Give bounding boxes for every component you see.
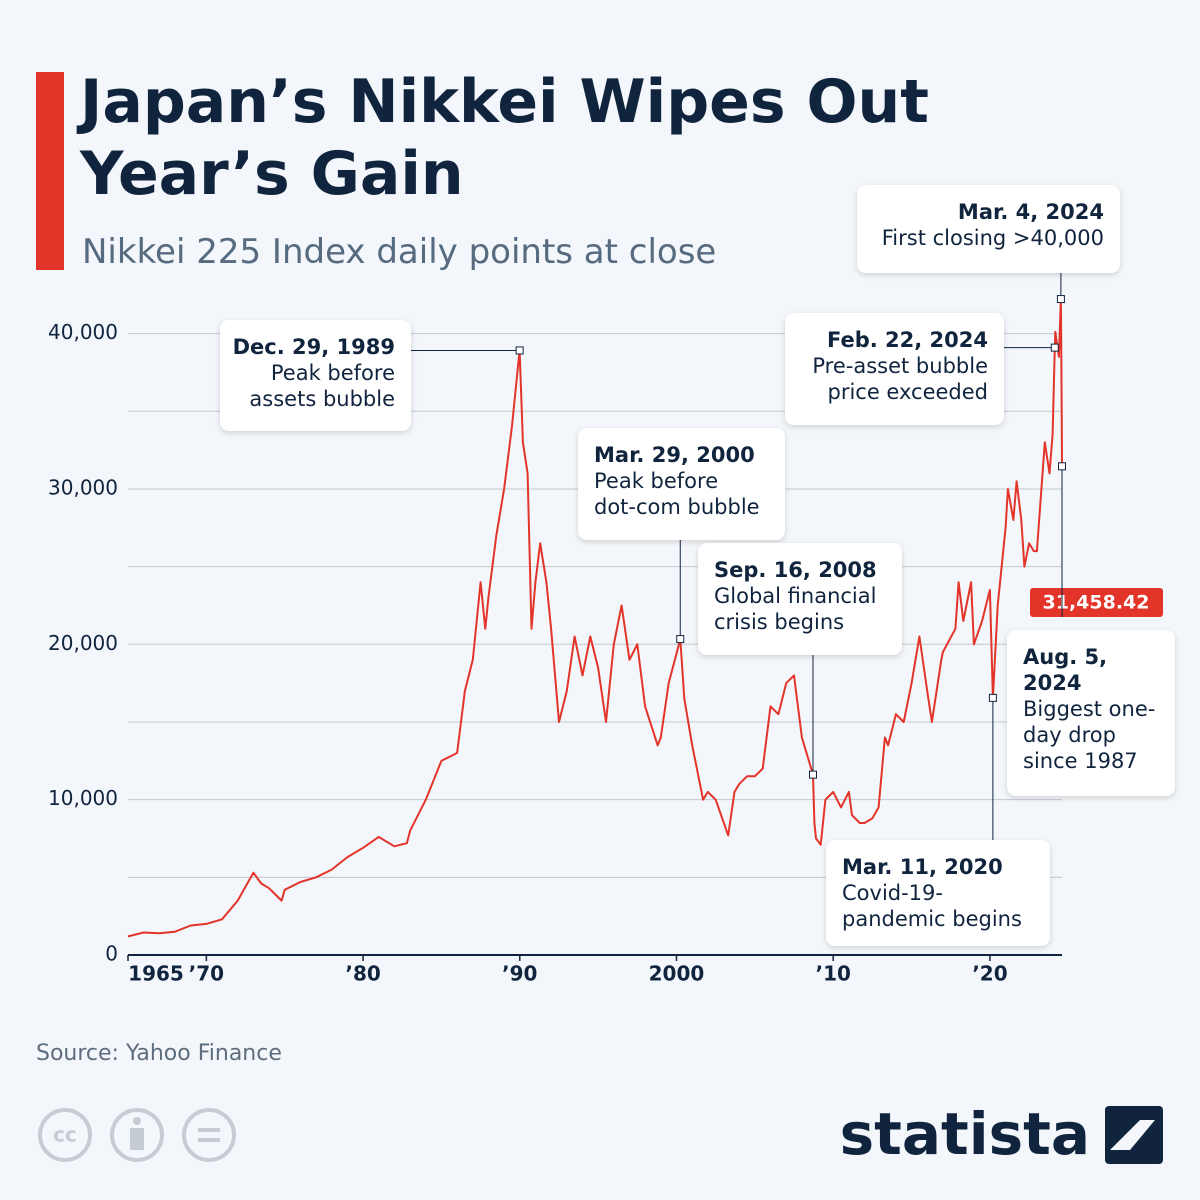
annotation-text: Peak before — [594, 469, 718, 493]
annotation-text: First closing >40,000 — [882, 226, 1104, 250]
annotation-text: Covid-19- — [842, 881, 943, 905]
annotation-text: assets bubble — [249, 387, 395, 411]
annotation-point — [988, 693, 997, 702]
annotation-point — [515, 346, 524, 355]
license-cc: cc — [53, 1123, 77, 1147]
y-tick-label: 10,000 — [48, 786, 118, 810]
annotation-date: Mar. 11, 2020 — [842, 855, 1003, 879]
annotation-date: Mar. 29, 2000 — [594, 443, 755, 467]
x-tick-label: ’90 — [502, 962, 537, 986]
x-tick-label: 2000 — [649, 962, 705, 986]
annotation-text: dot-com bubble — [594, 495, 760, 519]
y-tick-label: 30,000 — [48, 475, 118, 499]
annotation-box — [785, 313, 1004, 425]
annotation-box — [1007, 630, 1175, 796]
logo: statista — [840, 1100, 1090, 1168]
annotation-text: pandemic begins — [842, 907, 1022, 931]
annotation-date: Dec. 29, 1989 — [233, 335, 395, 359]
last-value-label: 31,458.42 — [1043, 592, 1150, 614]
annotation-date: Mar. 4, 2024 — [958, 200, 1104, 224]
annotation-text: since 1987 — [1023, 749, 1138, 773]
x-tick-label: ’70 — [189, 962, 224, 986]
annotation-point — [676, 635, 685, 644]
title-bar — [36, 72, 64, 270]
annotation-box — [826, 840, 1050, 946]
annotation-date: Feb. 22, 2024 — [827, 328, 988, 352]
annotation-point — [1058, 462, 1066, 471]
logo-icon — [1105, 1106, 1163, 1164]
annotation-text: Global financial — [714, 584, 876, 608]
chart-subtitle: Nikkei 225 Index daily points at close — [82, 232, 717, 272]
source: Source: Yahoo Finance — [36, 1041, 282, 1066]
x-tick-label: ’20 — [972, 962, 1007, 986]
annotation-text: price exceeded — [827, 380, 988, 404]
x-tick-label: ’80 — [345, 962, 380, 986]
y-tick-label: 40,000 — [48, 320, 118, 344]
annotation-text: Peak before — [271, 361, 395, 385]
annotation-text: day drop — [1023, 723, 1116, 747]
annotation-point — [1056, 295, 1065, 304]
annotation-date: Sep. 16, 2008 — [714, 558, 877, 582]
y-tick-label: 20,000 — [48, 631, 118, 655]
annotation-box — [698, 543, 902, 655]
x-tick-label: ’10 — [815, 962, 850, 986]
line — [127, 298, 1063, 938]
annotation-date: Aug. 5, — [1023, 645, 1107, 669]
annotation-text: Biggest one- — [1023, 697, 1155, 721]
annotation-box — [220, 320, 411, 431]
chart-title: Japan’s Nikkei Wipes Out Year’s Gain — [80, 67, 929, 209]
y-tick-label: 0 — [105, 942, 118, 966]
annotation-text: crisis begins — [714, 610, 844, 634]
annotation-point — [808, 770, 817, 779]
annotation-box — [857, 185, 1120, 273]
annotation-text: Pre-asset bubble — [812, 354, 988, 378]
license-icons — [38, 1108, 236, 1162]
annotation-date: 2024 — [1023, 671, 1081, 695]
x-tick-label: 1965 — [128, 962, 184, 986]
annotation-point — [1050, 343, 1059, 352]
last-value-box — [1030, 588, 1163, 617]
annotation-box — [578, 428, 785, 540]
